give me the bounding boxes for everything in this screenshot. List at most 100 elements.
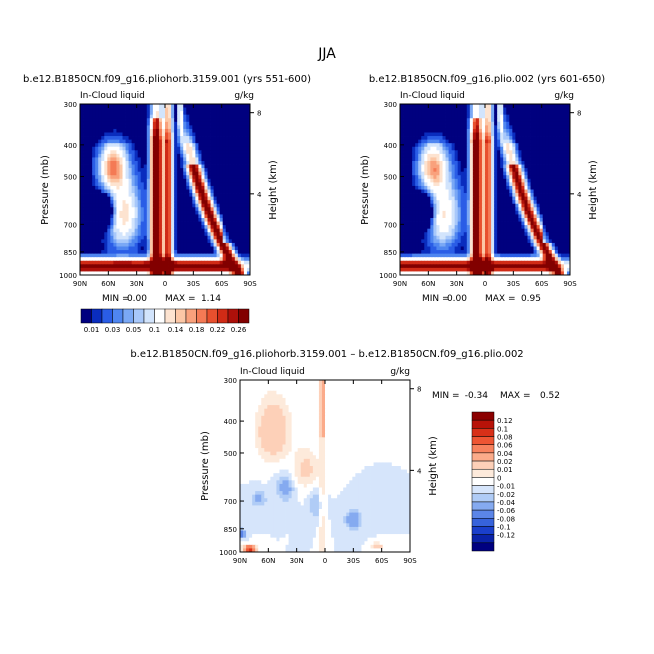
heatmap-cell (451, 189, 456, 194)
heatmap-cell (225, 185, 230, 190)
heatmap-cell (152, 128, 157, 133)
heatmap-cell (433, 136, 437, 141)
heatmap-cell (481, 111, 486, 116)
heatmap-cell (210, 114, 214, 119)
heatmap-cell (131, 200, 136, 205)
heatmap-cell (243, 271, 248, 276)
heatmap-cell (539, 125, 544, 130)
heatmap-cell (485, 210, 489, 215)
heatmap-cell (494, 221, 498, 226)
heatmap-cell (228, 253, 233, 258)
heatmap-cell (174, 146, 178, 151)
heatmap-cell (418, 178, 422, 183)
heatmap-cell (207, 242, 211, 247)
heatmap-cell (80, 246, 84, 251)
heatmap-cell (171, 143, 175, 148)
heatmap-cell (563, 185, 568, 190)
heatmap-cell (512, 225, 516, 230)
heatmap-cell (80, 242, 84, 247)
heatmap-cell (406, 157, 410, 162)
heatmap-cell (143, 146, 148, 151)
heatmap-cell (246, 257, 251, 262)
heatmap-cell (406, 171, 410, 176)
heatmap-cell (436, 121, 440, 126)
heatmap-cell (225, 260, 230, 265)
heatmap-cell (165, 139, 169, 144)
heatmap-cell (210, 203, 214, 208)
heatmap-cell (518, 196, 522, 201)
heatmap-cell (524, 168, 528, 173)
heatmap-cell (216, 232, 221, 237)
heatmap-cell (101, 257, 105, 262)
heatmap-cell (475, 164, 480, 169)
heatmap-cell (101, 253, 105, 258)
heatmap-cell (113, 267, 117, 272)
heatmap-cell (174, 196, 178, 201)
heatmap-cell (116, 264, 120, 269)
heatmap-cell (521, 171, 525, 176)
heatmap-cell (400, 235, 404, 240)
heatmap-cell (533, 157, 538, 162)
heatmap-cell (219, 232, 224, 237)
heatmap-cell (240, 207, 245, 212)
heatmap-cell (488, 150, 492, 155)
heatmap-cell (494, 182, 498, 187)
heatmap-cell (146, 200, 151, 205)
heatmap-cell (171, 150, 175, 155)
heatmap-cell (189, 267, 193, 272)
heatmap-cell (566, 157, 571, 162)
heatmap-cell (110, 232, 114, 237)
heatmap-cell (515, 114, 519, 119)
heatmap-cell (536, 125, 541, 130)
heatmap-cell (222, 207, 227, 212)
heatmap-cell (195, 132, 199, 137)
heatmap-cell (95, 228, 99, 233)
heatmap-cell (225, 193, 230, 198)
heatmap-cell (171, 242, 175, 247)
heatmap-cell (198, 225, 202, 230)
heatmap-cell (204, 111, 208, 116)
heatmap-cell (512, 161, 516, 165)
heatmap-cell (219, 185, 224, 190)
heatmap-cell (92, 153, 96, 158)
heatmap-cell (506, 118, 510, 123)
heatmap-cell (512, 228, 516, 233)
heatmap-cell (243, 260, 248, 265)
heatmap-cell (177, 125, 181, 130)
heatmap-cell (177, 150, 181, 155)
heatmap-cell (506, 189, 510, 194)
heatmap-cell (488, 161, 492, 165)
heatmap-cell (149, 104, 154, 108)
heatmap-cell (454, 242, 459, 247)
heatmap-cell (521, 203, 525, 208)
heatmap-cell (539, 228, 544, 233)
heatmap-cell (207, 168, 211, 173)
heatmap-cell (463, 171, 468, 176)
heatmap-cell (183, 143, 187, 148)
heatmap-cell (171, 136, 175, 141)
heatmap-cell (198, 175, 202, 180)
heatmap-cell (566, 189, 571, 194)
heatmap-cell (475, 118, 480, 123)
heatmap-cell (195, 175, 199, 180)
heatmap-cell (240, 246, 245, 251)
heatmap-cell (539, 132, 544, 137)
heatmap-cell (554, 175, 559, 180)
heatmap-cell (436, 228, 440, 233)
heatmap-cell (460, 118, 465, 123)
heatmap-cell (436, 193, 440, 198)
heatmap-cell (460, 210, 465, 215)
heatmap-cell (421, 242, 425, 247)
heatmap-cell (207, 235, 211, 240)
heatmap-cell (225, 221, 230, 226)
heatmap-cell (204, 146, 208, 151)
heatmap-cell (494, 143, 498, 148)
heatmap-cell (113, 193, 117, 198)
heatmap-cell (98, 235, 102, 240)
heatmap-cell (189, 200, 193, 205)
heatmap-cell (228, 193, 233, 198)
heatmap-cell (222, 246, 227, 251)
heatmap-cell (186, 225, 190, 230)
heatmap-cell (545, 168, 550, 173)
heatmap-cell (180, 239, 184, 244)
